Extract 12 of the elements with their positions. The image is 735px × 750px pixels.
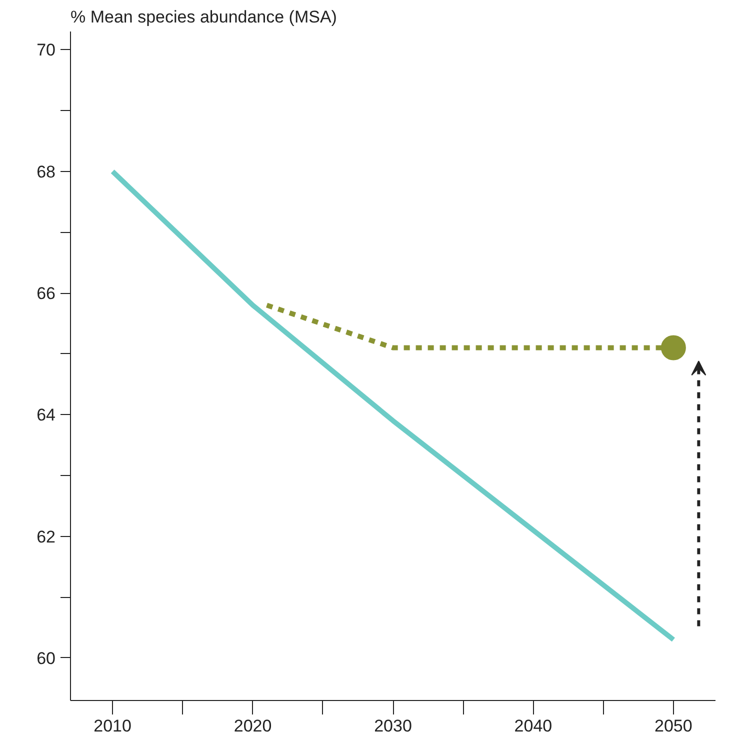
y-axis-title: % Mean species abundance (MSA) [70, 8, 337, 26]
y-tick-label: 60 [36, 648, 56, 668]
x-tick-label: 2050 [654, 716, 692, 736]
x-tick-label: 2040 [514, 716, 552, 736]
x-tick-label: 2030 [374, 716, 412, 736]
x-tick-label: 2010 [94, 716, 132, 736]
x-tick-label: 2020 [234, 716, 272, 736]
y-tick-label: 62 [36, 527, 56, 546]
y-tick-label: 70 [36, 40, 56, 60]
y-tick-label: 66 [36, 284, 56, 304]
y-tick-label: 64 [36, 406, 56, 425]
y-tick-label: 68 [36, 162, 56, 182]
